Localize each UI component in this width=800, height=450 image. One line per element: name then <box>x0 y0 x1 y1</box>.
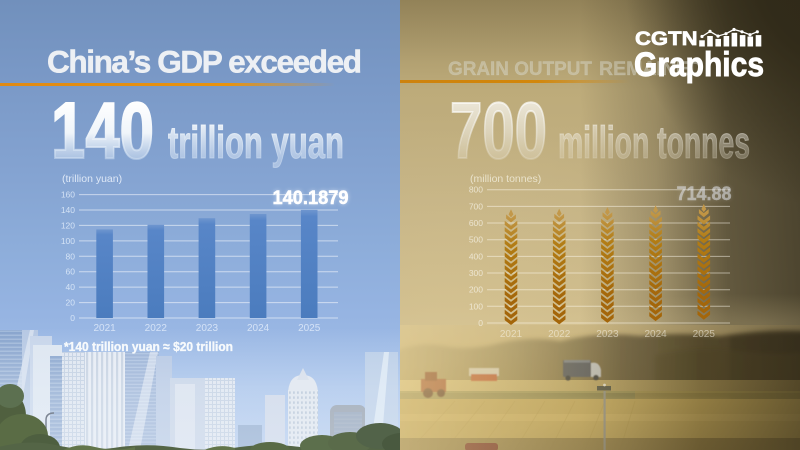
svg-text:2022: 2022 <box>548 329 571 340</box>
svg-text:CGTN: CGTN <box>635 28 698 50</box>
svg-text:714.88: 714.88 <box>677 183 732 205</box>
svg-text:40: 40 <box>66 282 76 292</box>
svg-text:2023: 2023 <box>596 329 619 340</box>
svg-text:*140 trillion yuan ≈ $20 trill: *140 trillion yuan ≈ $20 trillion <box>64 339 233 354</box>
svg-text:140.1879: 140.1879 <box>273 187 349 209</box>
svg-text:200: 200 <box>469 285 483 295</box>
svg-text:140: 140 <box>51 86 154 175</box>
svg-text:600: 600 <box>469 218 483 228</box>
svg-text:120: 120 <box>61 220 75 230</box>
svg-text:20: 20 <box>66 298 76 308</box>
svg-text:2024: 2024 <box>247 323 270 334</box>
svg-text:100: 100 <box>61 236 75 246</box>
svg-text:million tonnes: million tonnes <box>558 117 750 168</box>
svg-text:REMAINED: REMAINED <box>599 58 703 80</box>
svg-text:140.1879: 140.1879 <box>273 187 349 209</box>
svg-text:GRAIN OUTPUT: GRAIN OUTPUT <box>448 58 592 80</box>
svg-text:Graphics: Graphics <box>634 46 764 84</box>
svg-text:500: 500 <box>469 235 483 245</box>
svg-text:800: 800 <box>469 185 483 195</box>
svg-text:700: 700 <box>450 86 547 175</box>
svg-text:2021: 2021 <box>500 329 523 340</box>
svg-text:80: 80 <box>66 251 76 261</box>
svg-text:0: 0 <box>478 318 483 328</box>
svg-text:2024: 2024 <box>644 329 667 340</box>
svg-text:(million tonnes): (million tonnes) <box>470 173 541 185</box>
svg-text:(trillion yuan): (trillion yuan) <box>62 173 122 185</box>
svg-text:2022: 2022 <box>145 323 168 334</box>
svg-text:400: 400 <box>469 251 483 261</box>
svg-text:China’s GDP exceeded: China’s GDP exceeded <box>47 44 362 80</box>
svg-text:300: 300 <box>469 268 483 278</box>
svg-text:2025: 2025 <box>298 323 321 334</box>
svg-text:140: 140 <box>61 205 75 215</box>
svg-text:2021: 2021 <box>93 323 116 334</box>
svg-text:2025: 2025 <box>693 329 716 340</box>
svg-text:trillion yuan: trillion yuan <box>168 117 344 168</box>
svg-text:0: 0 <box>70 313 75 323</box>
svg-text:2023: 2023 <box>196 323 219 334</box>
svg-text:100: 100 <box>469 301 483 311</box>
svg-text:160: 160 <box>61 190 75 200</box>
svg-text:60: 60 <box>66 267 76 277</box>
svg-text:700: 700 <box>469 201 483 211</box>
svg-text:714.88: 714.88 <box>677 183 732 205</box>
